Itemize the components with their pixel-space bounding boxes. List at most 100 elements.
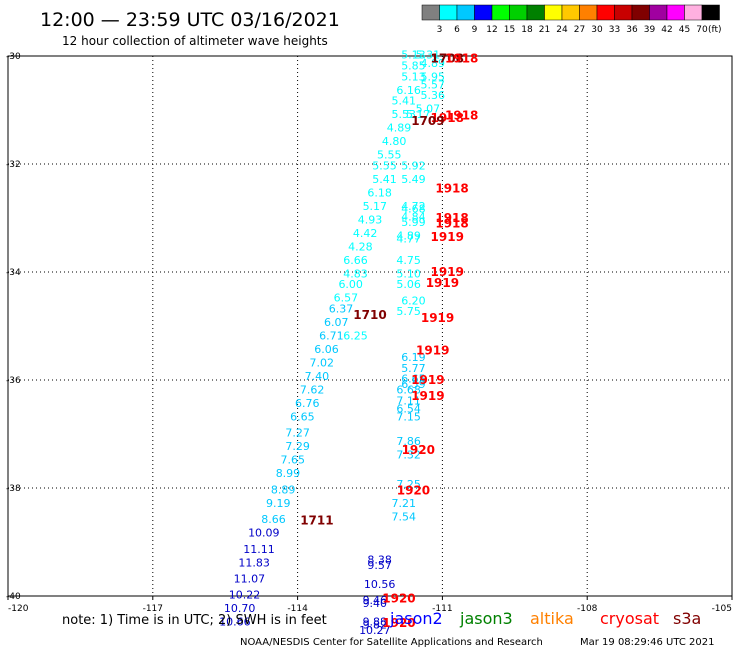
wave-height-value: 9.57: [367, 559, 392, 572]
colorbar-swatch: [649, 4, 668, 21]
axis-ticks: -120 -117 -114 -111 -108 -105 -30 -32 -34 -36 -38 -…: [6, 52, 733, 614]
pass-time-label: 1919: [421, 311, 454, 325]
pass-time-label: 1709: [411, 114, 444, 128]
wave-height-value: 6.07: [324, 316, 349, 329]
colorbar-swatch: [614, 4, 633, 21]
wave-height-value: 5.13: [401, 49, 426, 62]
wave-height-value: 4.89: [420, 57, 445, 70]
wave-height-value: 9.82: [363, 618, 388, 631]
wave-height-value: 7.40: [305, 370, 330, 383]
wave-height-value: 4.93: [358, 213, 383, 226]
wave-height-value: 6.76: [295, 397, 320, 410]
wave-height-value: 7.21: [392, 497, 417, 510]
colorbar-swatch: [474, 4, 493, 21]
chart-title: 12:00 — 23:59 UTC 03/16/2021: [40, 9, 340, 31]
wave-height-value: 4.42: [353, 227, 378, 240]
chart-subtitle: 12 hour collection of altimeter wave hei…: [62, 34, 328, 48]
colorbar-label: 21: [539, 25, 550, 35]
wave-height-value: 10.27: [359, 624, 391, 637]
satellite-legend-altika: altika: [530, 609, 574, 628]
wave-height-value: 6.25: [343, 330, 368, 343]
wave-height-value: 10.22: [229, 589, 261, 602]
wave-height-value: 6.65: [290, 411, 315, 424]
wave-height-value: 4.28: [348, 240, 373, 253]
satellite-legend: jason2 jason3 altika cryosat s3a: [389, 609, 701, 628]
wave-height-value: 7.11: [396, 394, 421, 407]
wave-height-value: 5.55: [372, 159, 397, 172]
pass-time-label: 1918: [431, 111, 464, 125]
x-tick-label: -105: [712, 604, 732, 614]
wave-height-value: 7.25: [396, 478, 421, 491]
pass-time-label: 1920: [397, 484, 430, 498]
colorbar-unit: (ft): [708, 25, 722, 35]
colorbar-swatch: [561, 4, 580, 21]
wave-height-value: 6.71: [319, 330, 344, 343]
colorbar-swatch: [544, 4, 563, 21]
colorbar-label: 27: [574, 25, 585, 35]
wave-height-value: 6.68: [396, 384, 421, 397]
wave-height-value: 5.06: [396, 278, 421, 291]
colorbar-swatch: [509, 4, 528, 21]
satellite-legend-jason3: jason3: [459, 609, 513, 628]
wave-height-value: 5.17: [363, 200, 388, 213]
timestamp: Mar 19 08:29:46 UTC 2021: [580, 637, 715, 648]
colorbar-swatch: [684, 4, 703, 21]
colorbar-label: 33: [609, 25, 620, 35]
wave-height-value: 5.36: [420, 89, 445, 102]
wave-height-value: 7.15: [396, 411, 421, 424]
colorbar-label: 9: [472, 25, 478, 35]
colorbar-swatch: [631, 4, 650, 21]
satellite-legend-jason2: jason2: [389, 609, 443, 628]
colorbar-label: 24: [556, 25, 568, 35]
wave-height-value: 4.77: [396, 232, 421, 245]
wave-height-value: 4.68: [401, 203, 426, 216]
footer-note: note: 1) Time is in UTC; 2) SWH is in fe…: [62, 613, 327, 628]
wave-height-value: 6.37: [329, 303, 354, 316]
colorbar-label: 70: [696, 25, 708, 35]
colorbar-swatch: [701, 4, 720, 21]
colorbar-swatch: [491, 4, 510, 21]
wave-height-value: 9.46: [363, 594, 388, 607]
wave-height-value: 11.83: [238, 556, 270, 569]
colorbar-label: 39: [644, 25, 656, 35]
y-tick-label: -32: [6, 160, 21, 170]
wave-height-value: 10.09: [248, 527, 280, 540]
wave-height-value: 6.18: [367, 186, 392, 199]
colorbar-label: 3: [437, 25, 443, 35]
wave-height-value: 5.41: [392, 95, 417, 108]
wave-height-value: 7.54: [392, 510, 417, 523]
credit-line: NOAA/NESDIS Center for Satellite Applica…: [240, 637, 543, 648]
wave-height-value: 5.17: [406, 108, 431, 121]
colorbar-label: 6: [454, 25, 460, 35]
pass-time-label: 1918: [445, 108, 478, 122]
wave-height-value: 6.59: [401, 378, 426, 391]
plot-frame: [7, 55, 733, 597]
wave-height-value: 5.53: [392, 108, 417, 121]
colorbar-swatch: [526, 4, 545, 21]
wave-height-value: 6.16: [396, 84, 421, 97]
wave-height-value: 6.66: [343, 254, 368, 267]
wave-height-value: 5.77: [401, 362, 426, 375]
wave-height-value: 7.27: [285, 427, 310, 440]
wave-height-value: 10.56: [364, 578, 396, 591]
pass-time-label: 1919: [411, 389, 444, 403]
wave-height-value: 5.31: [416, 49, 441, 62]
wave-height-value: 5.55: [377, 149, 402, 162]
pass-time-label: 1918: [435, 216, 468, 230]
colorbar-swatch: [579, 4, 598, 21]
wave-height-value: 5.75: [396, 305, 421, 318]
y-tick-label: -30: [6, 52, 21, 62]
wave-height-value: 7.86: [396, 435, 421, 448]
pass-time-label: 1919: [431, 230, 464, 244]
pass-time-label: 1920: [382, 592, 415, 606]
wave-height-value: 6.54: [396, 402, 421, 415]
colorbar-label: 15: [504, 25, 515, 35]
wave-height-value: 11.07: [234, 573, 266, 586]
wave-height-value: 4.75: [396, 254, 421, 267]
wave-height-value: 8.99: [276, 467, 301, 480]
wave-height-value: 7.29: [285, 440, 310, 453]
wave-height-value: 9.40: [363, 597, 388, 610]
wave-height-value: 6.57: [334, 292, 359, 305]
wave-height-value: 11.11: [243, 543, 275, 556]
